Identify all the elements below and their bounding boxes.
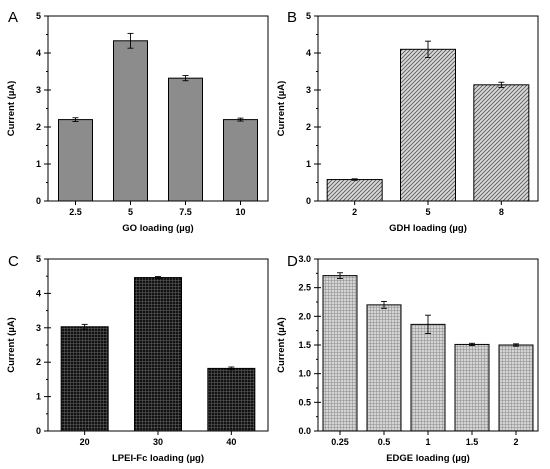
y-tick-label: 5 bbox=[306, 11, 311, 21]
x-tick-label: 2.5 bbox=[69, 207, 82, 217]
bar-d-1 bbox=[366, 304, 402, 432]
x-axis-label: EDGE loading (µg) bbox=[386, 453, 470, 464]
y-tick-label: 0.5 bbox=[298, 397, 311, 407]
panel-letter: A bbox=[8, 9, 18, 26]
x-tick-label: 1.5 bbox=[466, 437, 479, 447]
x-tick-label: 10 bbox=[235, 207, 245, 217]
bar-b-2 bbox=[473, 84, 530, 202]
y-tick-label: 4 bbox=[306, 48, 311, 58]
y-tick-label: 1 bbox=[36, 392, 41, 402]
y-tick-label: 1 bbox=[36, 159, 41, 169]
panel-letter: D bbox=[287, 253, 298, 270]
bar-d-0 bbox=[322, 275, 358, 432]
bar-b-0 bbox=[326, 179, 383, 202]
y-tick-label: 1.5 bbox=[298, 340, 311, 350]
bar-d-4 bbox=[498, 344, 534, 432]
panel-letter: C bbox=[8, 253, 19, 270]
bar-d-3 bbox=[454, 343, 490, 432]
bar-c-2 bbox=[207, 367, 256, 432]
bar-a-0 bbox=[58, 119, 93, 202]
x-tick-label: 8 bbox=[499, 207, 504, 217]
y-tick-label: 3 bbox=[36, 85, 41, 95]
x-tick-label: 2 bbox=[513, 437, 518, 447]
y-tick-label: 2 bbox=[36, 357, 41, 367]
x-tick-label: 40 bbox=[226, 437, 236, 447]
y-tick-label: 5 bbox=[36, 254, 41, 264]
bar-b-1 bbox=[400, 48, 456, 202]
bar-c-0 bbox=[60, 326, 109, 432]
y-tick-label: 5 bbox=[36, 11, 41, 21]
y-tick-label: 0.0 bbox=[298, 426, 311, 436]
y-axis-label: Current (µA) bbox=[6, 317, 17, 373]
bar-a-1 bbox=[113, 40, 148, 202]
x-tick-label: 0.25 bbox=[331, 437, 349, 447]
x-tick-label: 20 bbox=[80, 437, 90, 447]
y-tick-label: 0 bbox=[306, 196, 311, 206]
y-tick-label: 4 bbox=[36, 288, 41, 298]
bar-d-2 bbox=[410, 323, 446, 432]
y-tick-label: 0 bbox=[36, 196, 41, 206]
panel-letter: B bbox=[287, 9, 297, 26]
y-tick-label: 2.5 bbox=[298, 283, 311, 293]
x-tick-label: 30 bbox=[153, 437, 163, 447]
chart-panel-d: D 0.0 0.5 1.0 1.5 2.0 2.5 3.0 0.25 0.5 1 1.5 2 EDGE l… bbox=[276, 253, 539, 464]
y-tick-label: 2 bbox=[36, 122, 41, 132]
x-tick-label: 0.5 bbox=[378, 437, 391, 447]
chart-panel-a: A 0 1 2 3 4 5 2.5 5 7.5 10 GO loading (µg) Current (… bbox=[6, 9, 269, 234]
y-axis-label: Current (µA) bbox=[276, 81, 287, 137]
x-tick-label: 7.5 bbox=[179, 207, 192, 217]
y-tick-label: 0 bbox=[36, 426, 41, 436]
y-tick-label: 3 bbox=[36, 323, 41, 333]
y-tick-label: 1.0 bbox=[298, 369, 311, 379]
y-tick-label: 4 bbox=[36, 48, 41, 58]
x-axis-label: LPEI-Fc loading (µg) bbox=[112, 453, 204, 464]
x-tick-label: 1 bbox=[425, 437, 430, 447]
bar-c-1 bbox=[134, 277, 182, 432]
y-tick-label: 2 bbox=[306, 122, 311, 132]
x-tick-label: 5 bbox=[128, 207, 133, 217]
x-axis-label: GDH loading (µg) bbox=[389, 223, 467, 234]
x-axis-label: GO loading (µg) bbox=[122, 223, 193, 234]
chart-panel-c: C 0 1 2 3 4 5 20 30 40 LPEI-Fc loading (µg) Current… bbox=[6, 253, 269, 464]
y-tick-label: 3 bbox=[306, 85, 311, 95]
bar-a-2 bbox=[168, 77, 203, 202]
y-tick-label: 3.0 bbox=[298, 254, 311, 264]
y-axis-label: Current (µA) bbox=[276, 317, 287, 373]
x-tick-label: 5 bbox=[425, 207, 430, 217]
y-tick-label: 2.0 bbox=[298, 311, 311, 321]
y-tick-label: 1 bbox=[306, 159, 311, 169]
bar-a-3 bbox=[223, 119, 258, 202]
x-tick-label: 2 bbox=[352, 207, 357, 217]
y-axis-label: Current (µA) bbox=[6, 81, 17, 137]
chart-panel-b: B 0 1 2 3 4 5 2 5 8 GDH loading (µg) Current (µA) bbox=[276, 9, 539, 234]
